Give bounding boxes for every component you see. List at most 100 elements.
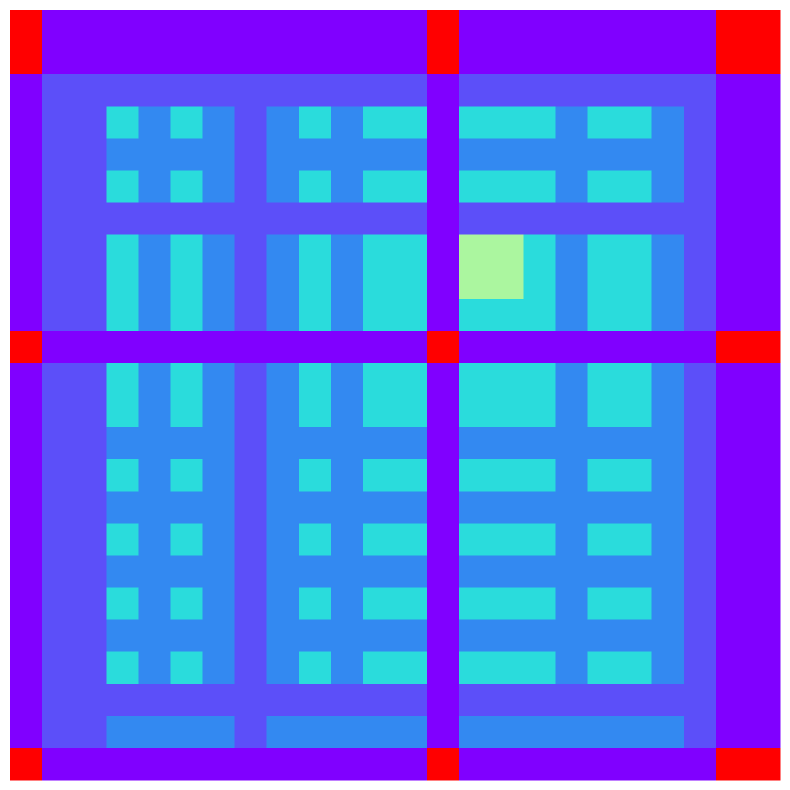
heatmap-cell [202, 10, 236, 43]
heatmap-cell [298, 170, 332, 203]
heatmap-cell [395, 170, 428, 203]
heatmap-cell [459, 42, 492, 75]
heatmap-cell [362, 330, 396, 364]
heatmap-cell [395, 298, 428, 332]
heatmap-cell [266, 651, 300, 685]
heatmap-cell [138, 619, 171, 653]
heatmap-cell [395, 362, 428, 396]
heatmap-cell [202, 523, 236, 556]
heatmap-cell [523, 715, 556, 749]
heatmap-cell [10, 266, 43, 300]
heatmap-cell [523, 106, 556, 139]
heatmap-cell [523, 651, 556, 685]
heatmap-cell [170, 587, 203, 621]
heatmap-cell [619, 234, 653, 268]
heatmap-cell [619, 459, 653, 492]
heatmap-cell [651, 491, 685, 524]
heatmap-cell [362, 362, 396, 396]
heatmap-cell [715, 170, 749, 203]
heatmap-cell [266, 74, 300, 107]
heatmap-cell [523, 395, 556, 428]
heatmap-cell [330, 106, 364, 139]
heatmap-cell [523, 427, 556, 460]
heatmap-cell [587, 170, 621, 203]
heatmap-cell [106, 555, 139, 588]
heatmap-cell [330, 234, 364, 268]
heatmap-cell [427, 266, 460, 300]
heatmap-cell [651, 138, 685, 171]
heatmap-cell [266, 683, 300, 717]
heatmap-cell [170, 42, 203, 75]
heatmap-cell [170, 683, 203, 717]
heatmap-cell [619, 587, 653, 621]
heatmap-cell [362, 651, 396, 685]
heatmap-cell [619, 523, 653, 556]
heatmap-cell [395, 619, 428, 653]
heatmap-cell [395, 234, 428, 268]
heatmap-cell [106, 266, 139, 300]
heatmap-cell [555, 555, 588, 588]
heatmap-cell [202, 202, 236, 236]
heatmap-cell [74, 106, 107, 139]
heatmap-cell [715, 395, 749, 428]
heatmap-cell [266, 298, 300, 332]
heatmap-cell [747, 170, 781, 203]
heatmap-cell [42, 362, 75, 396]
heatmap-cell [10, 459, 43, 492]
heatmap-cell [106, 523, 139, 556]
heatmap-cell [587, 138, 621, 171]
heatmap-cell [266, 330, 300, 364]
heatmap-cell [395, 395, 428, 428]
heatmap-cell [266, 42, 300, 75]
heatmap-cell [683, 10, 717, 43]
heatmap-cell [42, 683, 75, 717]
heatmap-cell [555, 715, 588, 749]
heatmap-cell [395, 10, 428, 43]
heatmap-cell [10, 138, 43, 171]
heatmap-cell [74, 715, 107, 749]
heatmap-cell [427, 234, 460, 268]
heatmap-cell [619, 298, 653, 332]
heatmap-cell [651, 74, 685, 107]
heatmap-cell [362, 715, 396, 749]
heatmap-cell [138, 395, 171, 428]
heatmap-cell [234, 651, 268, 685]
heatmap-cell [459, 747, 492, 781]
heatmap-cell [106, 362, 139, 396]
heatmap-cell [330, 42, 364, 75]
heatmap-cell [427, 427, 460, 460]
heatmap-cell [10, 395, 43, 428]
heatmap-cell [619, 202, 653, 236]
heatmap-cell [715, 266, 749, 300]
heatmap-cell [523, 42, 556, 75]
heatmap-cell [170, 555, 203, 588]
heatmap-cell [170, 459, 203, 492]
heatmap-cell [10, 747, 43, 781]
heatmap-cell [170, 74, 203, 107]
heatmap-cell [74, 683, 107, 717]
heatmap-cell [74, 362, 107, 396]
heatmap-cell [587, 74, 621, 107]
heatmap-cell [395, 138, 428, 171]
heatmap-cell [106, 715, 139, 749]
heatmap-cell [234, 42, 268, 75]
heatmap-cell [523, 234, 556, 268]
heatmap-cell [298, 459, 332, 492]
heatmap-cell [138, 459, 171, 492]
heatmap-cell [715, 491, 749, 524]
heatmap-cell [10, 10, 43, 43]
heatmap-cell [395, 266, 428, 300]
heatmap-cell [459, 427, 492, 460]
heatmap-cell [491, 74, 524, 107]
heatmap-cell [619, 747, 653, 781]
heatmap-cell [587, 362, 621, 396]
heatmap-cell [459, 651, 492, 685]
heatmap-cell [747, 619, 781, 653]
heatmap-cell [555, 683, 588, 717]
heatmap-cell [523, 619, 556, 653]
heatmap-cell [170, 362, 203, 396]
heatmap-cell [747, 555, 781, 588]
heatmap-cell [555, 138, 588, 171]
heatmap-cell [138, 138, 171, 171]
heatmap-cell [459, 298, 492, 332]
